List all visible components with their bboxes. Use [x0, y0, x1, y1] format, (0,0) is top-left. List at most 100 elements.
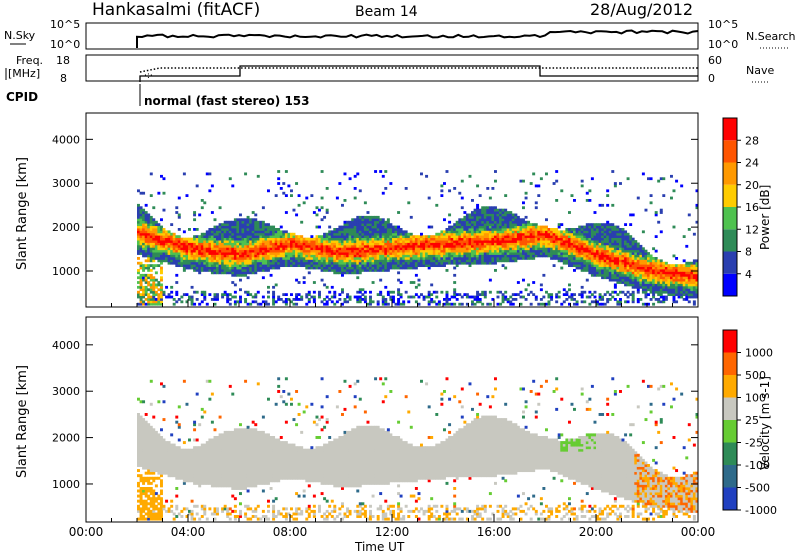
power-cell: [333, 257, 337, 260]
power-cell: [251, 244, 255, 248]
power-cell: [399, 257, 403, 260]
power-cell: [522, 240, 525, 243]
power-cell: [641, 247, 645, 251]
power-cell: [369, 223, 372, 227]
power-cell: [376, 257, 380, 260]
power-cell: [147, 276, 151, 280]
power-cell: [657, 220, 661, 224]
power-cell: [190, 252, 194, 255]
power-cell: [366, 259, 370, 263]
power-cell: [338, 228, 342, 231]
power-cell: [588, 259, 592, 263]
power-cell: [657, 288, 661, 292]
power-cell: [486, 215, 490, 219]
power-cell: [295, 242, 299, 246]
power-cell: [427, 242, 431, 246]
power-cell: [522, 179, 525, 183]
power-cell: [534, 242, 538, 246]
power-cell: [624, 264, 628, 268]
power-cell: [254, 300, 258, 304]
power-cell: [233, 261, 237, 265]
power-cell: [448, 232, 452, 236]
velocity-cell: [142, 476, 146, 480]
power-cell: [657, 281, 661, 284]
power-cell: [463, 252, 467, 255]
power-cell: [249, 242, 253, 246]
power-cell: [346, 223, 350, 227]
power-cell: [516, 220, 520, 224]
power-cell: [608, 278, 612, 282]
power-cell: [343, 220, 347, 224]
power-cell: [585, 191, 589, 195]
power-cell: [330, 257, 334, 260]
power-cell: [376, 247, 380, 251]
power-cell: [160, 252, 163, 255]
power-cell: [144, 288, 148, 292]
power-cell: [236, 235, 240, 239]
power-cell: [644, 259, 648, 263]
power-cell: [654, 211, 658, 214]
power-cell: [496, 235, 500, 239]
power-cell: [239, 249, 242, 253]
power-cell: [425, 242, 429, 246]
power-cell: [468, 228, 472, 231]
power-cell: [476, 293, 480, 297]
power-cell: [175, 254, 179, 258]
power-cell: [685, 273, 689, 277]
power-cell: [348, 269, 352, 272]
power-cell: [338, 269, 342, 272]
power-cell: [394, 252, 398, 255]
power-cell: [580, 237, 584, 241]
power-cell: [654, 269, 658, 272]
power-cell: [341, 242, 344, 246]
power-cell: [613, 285, 617, 289]
power-cell: [185, 240, 189, 243]
power-cell: [389, 295, 393, 299]
power-cell: [499, 215, 503, 219]
power-cell: [652, 259, 656, 263]
power-cell: [381, 264, 385, 268]
power-cell: [325, 237, 329, 241]
power-cell: [496, 208, 500, 212]
power-cell: [346, 295, 350, 299]
power-cell: [233, 300, 237, 304]
power-cell: [690, 261, 694, 265]
power-cell: [440, 259, 444, 263]
velocity-cell: [139, 443, 143, 447]
power-cell: [307, 293, 311, 297]
power-cell: [430, 254, 434, 258]
power-cell: [652, 273, 656, 277]
power-cell: [231, 235, 235, 239]
power-cell: [251, 249, 255, 253]
power-cell: [341, 249, 344, 253]
power-cell: [626, 290, 630, 294]
power-cell: [412, 259, 416, 263]
power-cell: [606, 290, 610, 294]
power-cell: [315, 247, 319, 251]
power-cell: [256, 290, 260, 294]
power-cell: [246, 232, 250, 236]
power-cell: [463, 247, 467, 251]
power-cell: [160, 266, 163, 270]
power-cell: [297, 252, 301, 255]
power-cell: [152, 242, 156, 246]
power-cell: [432, 247, 436, 251]
power-cell: [241, 269, 245, 272]
power-cell: [228, 261, 232, 265]
power-cell: [511, 302, 515, 306]
power-cell: [269, 264, 273, 268]
velocity-cell: [137, 441, 140, 445]
power-cell: [516, 232, 520, 236]
power-cell: [425, 261, 429, 265]
power-cell: [374, 244, 378, 248]
power-cell: [376, 252, 380, 255]
power-cell: [476, 208, 480, 212]
power-cell: [154, 254, 158, 258]
power-cell: [478, 257, 482, 260]
power-cell: [374, 252, 378, 255]
power-cell: [142, 208, 146, 212]
power-cell: [677, 266, 681, 270]
power-cell: [427, 252, 431, 255]
power-cell: [506, 220, 510, 224]
power-cell: [634, 247, 638, 251]
